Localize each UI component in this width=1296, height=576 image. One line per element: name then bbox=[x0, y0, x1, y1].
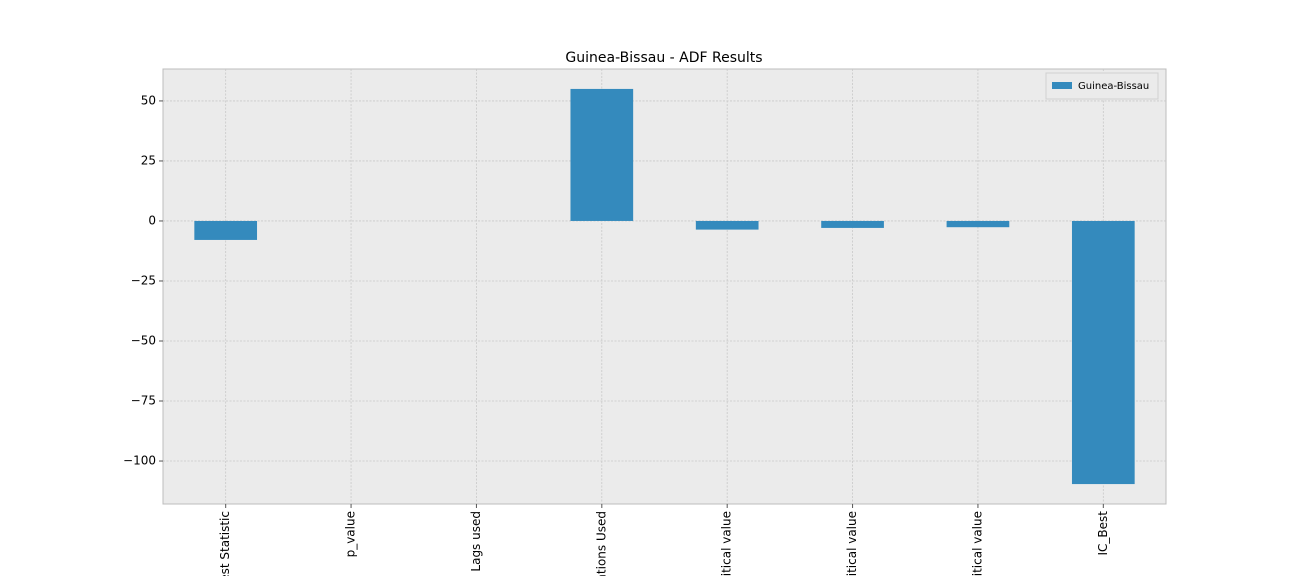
bar bbox=[946, 220, 1010, 228]
bar bbox=[1071, 220, 1135, 485]
plot-area bbox=[162, 68, 1167, 505]
bar bbox=[194, 220, 258, 240]
bar bbox=[695, 220, 759, 230]
legend-swatch bbox=[1052, 82, 1072, 89]
y-tick-label: 25 bbox=[141, 153, 156, 167]
legend: Guinea-Bissau bbox=[1045, 72, 1159, 100]
bar bbox=[570, 88, 634, 221]
x-tick-label: ations Used bbox=[594, 511, 608, 576]
x-tick-label: Lags used bbox=[469, 511, 483, 572]
layer: −100 −75 −50 −25 0 25 50 est Statistic p_value La… bbox=[123, 69, 1166, 576]
x-tick-label: ritical value bbox=[845, 511, 859, 576]
x-tick-label: est Statistic bbox=[218, 511, 232, 576]
bar bbox=[821, 220, 884, 228]
y-tick-label: −50 bbox=[131, 333, 156, 347]
y-tick-label: −100 bbox=[123, 454, 156, 468]
x-tick-label: ritical value bbox=[970, 511, 984, 576]
legend-label: Guinea-Bissau bbox=[1078, 81, 1149, 92]
y-tick-label: −25 bbox=[131, 273, 156, 287]
y-tick-label: −75 bbox=[131, 394, 156, 408]
y-tick-label: 50 bbox=[141, 93, 156, 107]
x-tick-label: IC_Best bbox=[1096, 511, 1110, 556]
x-tick-label: ritical value bbox=[720, 511, 734, 576]
chart-title: Guinea-Bissau - ADF Results bbox=[565, 50, 762, 66]
x-tick-label: p_value bbox=[344, 511, 358, 557]
y-tick-label: 0 bbox=[148, 213, 156, 227]
